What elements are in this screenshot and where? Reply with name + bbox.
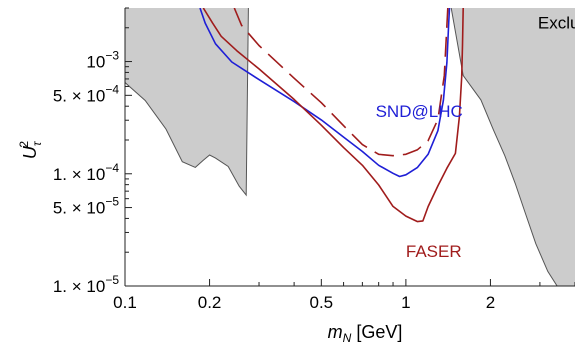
excluded-boundary-1: [125, 8, 249, 197]
annotation-faser: FASER: [406, 242, 462, 261]
axis-labels: mN [GeV] Uτ2: [17, 140, 402, 345]
y-ticks: 1. × 10−5 5. × 10−5 1. × 10−4 5. × 10−4 10−3: [53, 7, 132, 296]
y-tick-label: 5. × 10−4: [53, 82, 119, 105]
y-tick-label: 10−3: [86, 49, 119, 72]
sensitivity-curves: [199, 8, 464, 223]
excluded-region-1: [125, 8, 249, 196]
y-tick-label: 1. × 10−4: [53, 161, 119, 184]
snd-lhc-curve: [199, 8, 451, 178]
axes: [124, 8, 575, 287]
annotations: SND@LHC FASER Excluded: [376, 14, 575, 261]
y-axis-label: Uτ2: [17, 140, 44, 159]
x-axis-label: mN [GeV]: [328, 322, 403, 345]
x-tick-label: 0.2: [198, 293, 222, 312]
annotation-excluded: Excluded: [538, 14, 575, 33]
faser-curve: [202, 8, 464, 223]
y-tick-label: 5. × 10−5: [53, 195, 119, 218]
x-tick-label: 2: [486, 293, 495, 312]
annotation-snd-lhc: SND@LHC: [376, 102, 463, 121]
excluded-regions: [125, 8, 575, 286]
x-tick-label: 1: [401, 293, 410, 312]
x-ticks: 0.1 0.2 0.5 1 2: [113, 279, 575, 312]
x-tick-label: 0.5: [310, 293, 334, 312]
excluded-boundary-2: [450, 8, 558, 286]
x-tick-label: 0.1: [113, 293, 137, 312]
y-tick-label: 1. × 10−5: [53, 273, 119, 296]
excluded-region-2: [451, 8, 575, 286]
faser-dashed-curve: [233, 8, 449, 157]
